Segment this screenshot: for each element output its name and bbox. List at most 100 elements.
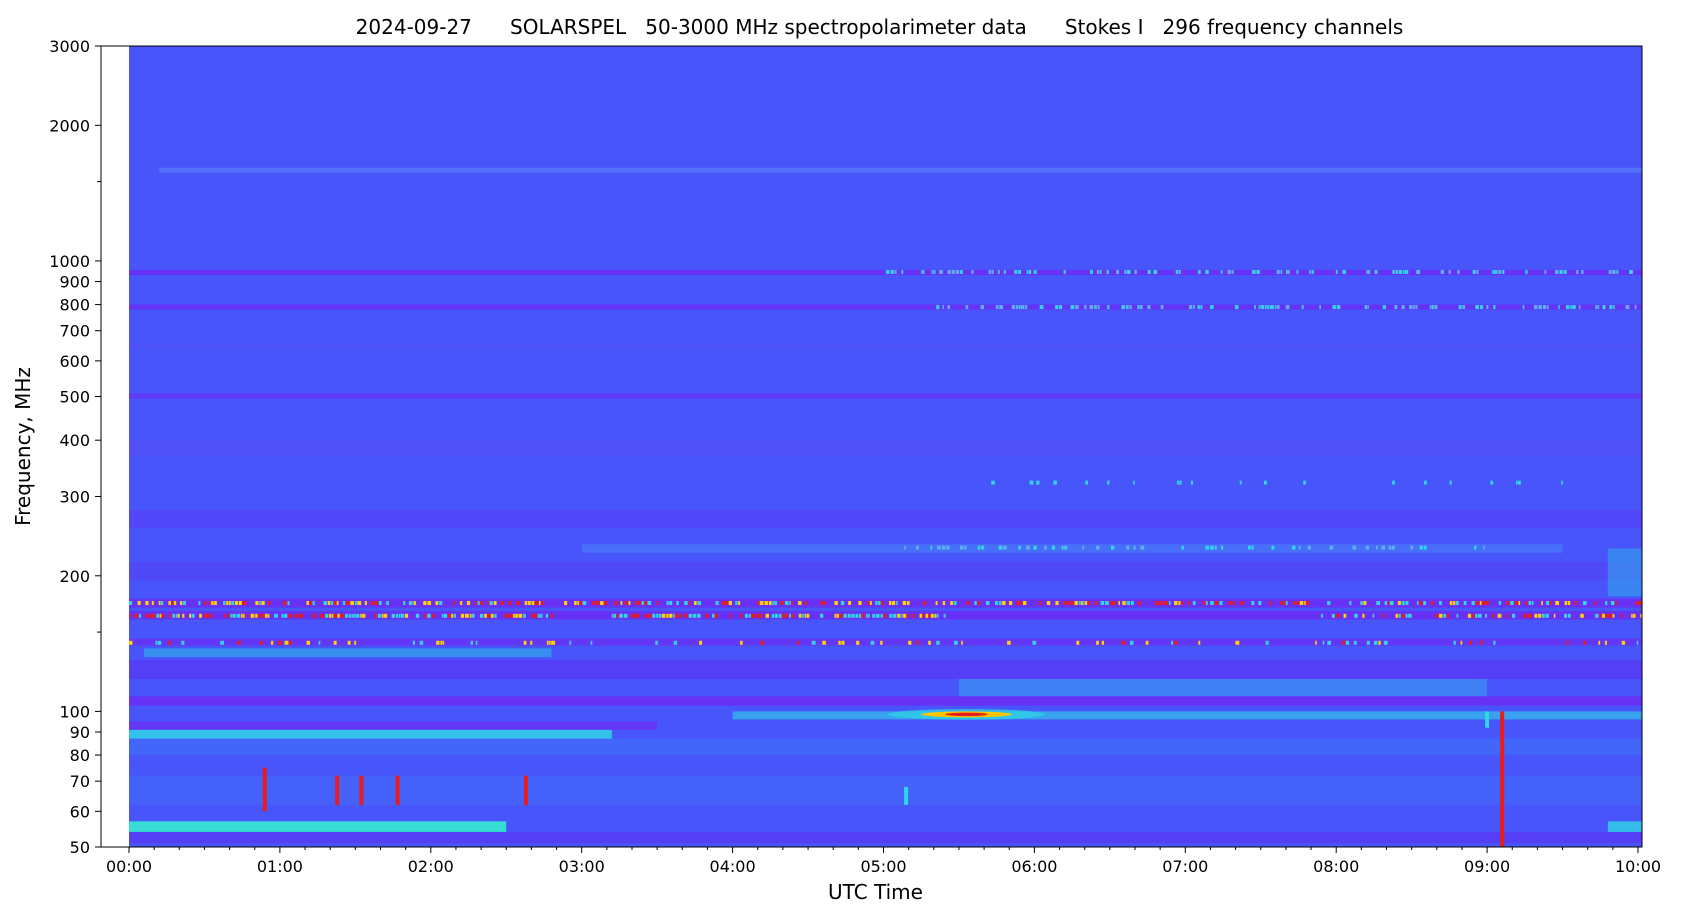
rfi-dash: [1402, 269, 1405, 274]
rfi-dash: [955, 269, 960, 274]
rfi-dash: [946, 545, 950, 550]
rfi-dash: [1612, 613, 1615, 618]
spike-0237: [523, 775, 528, 805]
rfi-dash: [1233, 601, 1235, 606]
rfi-dash: [191, 613, 195, 618]
rfi-dash: [774, 601, 777, 606]
rfi-dash: [223, 601, 226, 606]
rfi-dash: [333, 613, 337, 618]
rfi-dash: [1053, 480, 1057, 485]
rfi-dash: [240, 613, 243, 618]
rfi-dash: [991, 269, 994, 274]
rfi-dash: [1198, 640, 1201, 645]
rfi-dash: [523, 613, 526, 618]
rfi-dash: [1271, 545, 1275, 550]
rfi-dash: [906, 613, 910, 618]
rfi-dash: [1376, 545, 1378, 550]
rfi-dash: [1258, 305, 1261, 310]
rfi-dash: [1538, 305, 1543, 310]
rfi-dash: [220, 640, 224, 645]
rfi-dash: [1365, 545, 1370, 550]
rfi-dash: [1285, 601, 1288, 606]
rfi-dash: [937, 545, 941, 550]
rfi-dash: [635, 601, 638, 606]
rfi-row: [1321, 613, 1642, 618]
rfi-dash: [988, 269, 991, 274]
rfi-dash: [935, 601, 938, 606]
rfi-dash: [1130, 601, 1134, 606]
rfi-dash: [998, 545, 1003, 550]
rfi-dash: [169, 613, 172, 618]
rfi-dash: [336, 601, 339, 606]
rfi-dash: [1453, 640, 1456, 645]
rfi-dash: [839, 613, 843, 618]
rfi-dash: [865, 613, 868, 618]
rfi-dash: [287, 601, 290, 606]
rfi-dash: [1565, 305, 1570, 310]
spectral-band: [581, 544, 1563, 553]
rfi-dash: [1531, 601, 1534, 606]
rfi-dash: [933, 269, 936, 274]
rfi-dash: [1456, 613, 1459, 618]
rfi-dash: [1429, 305, 1432, 310]
rfi-dash: [1017, 269, 1022, 274]
rfi-dash: [1100, 601, 1105, 606]
rfi-dash: [340, 613, 345, 618]
rfi-dash: [374, 613, 378, 618]
rfi-dash: [1343, 613, 1347, 618]
rfi-dash: [129, 613, 131, 618]
rfi-dash: [145, 601, 149, 606]
rfi-dash: [868, 613, 870, 618]
rfi-dash: [1038, 601, 1042, 606]
rfi-dash: [441, 613, 444, 618]
rfi-dash: [1061, 545, 1064, 550]
rfi-dash: [1363, 601, 1367, 606]
rfi-dash: [370, 601, 374, 606]
rfi-dash: [1126, 601, 1131, 606]
rfi-dash: [424, 613, 427, 618]
rfi-dash: [1197, 305, 1200, 310]
rfi-dash: [1297, 601, 1300, 606]
rfi-dash: [1608, 269, 1612, 274]
rfi-dash: [1023, 601, 1027, 606]
rfi-dash: [1604, 640, 1607, 645]
rfi-dash: [1327, 640, 1332, 645]
rfi-dash: [1083, 601, 1085, 606]
rfi-dash: [637, 601, 641, 606]
rfi-dash: [1515, 480, 1518, 485]
spectral-band: [732, 711, 1642, 720]
rfi-dash: [1214, 601, 1219, 606]
rfi-dash: [1192, 305, 1195, 310]
rfi-dash: [1374, 269, 1378, 274]
rfi-dash: [1629, 269, 1633, 274]
rfi-dash: [936, 640, 940, 645]
rfi-dash: [1200, 305, 1203, 310]
rfi-dash: [534, 613, 538, 618]
rfi-dash: [383, 613, 388, 618]
rfi-dash: [991, 480, 995, 485]
rfi-dash: [515, 613, 518, 618]
y-tick-label: 60: [70, 802, 90, 821]
rfi-dash: [1405, 613, 1408, 618]
rfi-dash: [1219, 601, 1223, 606]
rfi-dash: [890, 269, 894, 274]
rfi-dash: [1409, 305, 1413, 310]
rfi-dash: [139, 613, 142, 618]
rfi-dash: [453, 601, 456, 606]
rfi-dash: [337, 613, 340, 618]
y-tick-label: 70: [70, 772, 90, 791]
rfi-dash: [1382, 305, 1387, 310]
rfi-dash: [1202, 601, 1206, 606]
spectral-band: [1607, 821, 1642, 832]
rfi-dash: [1662, 641, 1664, 645]
rfi-dash: [1007, 640, 1011, 645]
rfi-dash: [328, 613, 332, 618]
rfi-dash: [928, 640, 931, 645]
rfi-dash: [273, 613, 278, 618]
rfi-dash: [591, 601, 596, 606]
rfi-dash: [177, 613, 180, 618]
rfi-dash: [1198, 269, 1201, 274]
rfi-dash: [847, 613, 851, 618]
rfi-dash: [1265, 640, 1269, 645]
rfi-dash: [1664, 641, 1667, 645]
